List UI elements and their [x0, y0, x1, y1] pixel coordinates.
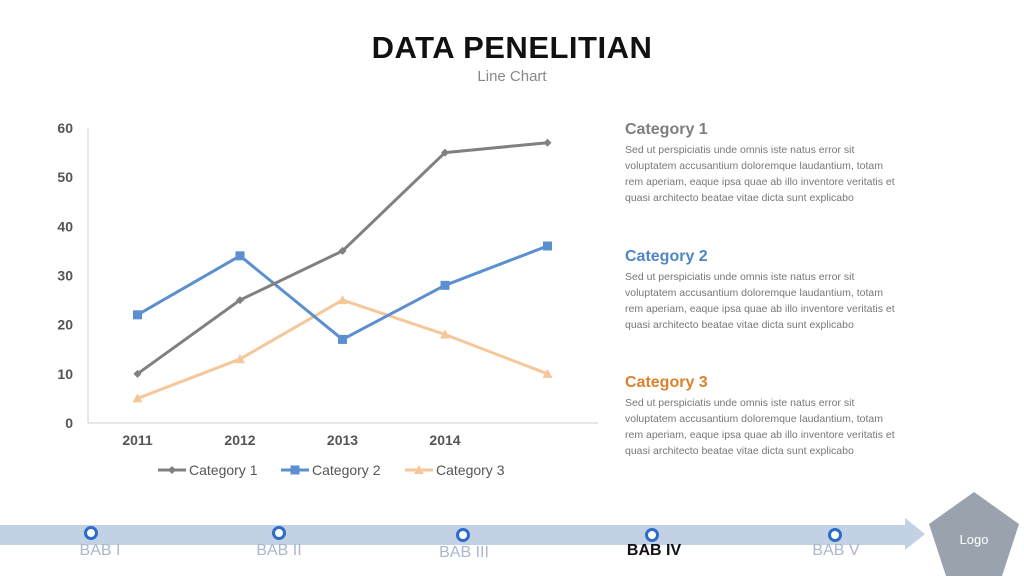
description-title: Category 1 [625, 121, 708, 138]
data-point-diamond [236, 296, 244, 305]
data-point-triangle [440, 329, 450, 339]
data-point-triangle [414, 465, 424, 474]
series-1 [133, 138, 552, 378]
timeline-label-bab-3[interactable]: BAB III [439, 544, 489, 561]
y-tick-label: 10 [57, 366, 73, 382]
page-subtitle: Line Chart [477, 68, 547, 85]
legend-label: Category 1 [189, 462, 258, 478]
legend-label: Category 2 [312, 462, 381, 478]
line-chart: 0 10 20 30 40 50 60 2011 2012 2013 2014 Category 1… [57, 120, 598, 478]
data-point-square [290, 465, 300, 475]
data-point-triangle [235, 354, 245, 364]
timeline-arrow-icon [905, 518, 925, 550]
legend-item-2: Category 2 [281, 462, 381, 478]
pentagon-logo-icon [929, 492, 1019, 576]
description-category-1: Category 1 Sed ut perspiciatis unde omni… [625, 121, 895, 206]
logo: Logo [928, 492, 1020, 576]
page-title: DATA PENELITIAN [371, 30, 653, 65]
x-tick-label: 2013 [327, 432, 358, 448]
y-tick-label: 0 [65, 415, 73, 431]
x-tick-label: 2012 [224, 432, 255, 448]
series-line [136, 298, 549, 400]
timeline-label-bab-4[interactable]: BAB IV [626, 542, 682, 559]
description-category-3: Category 3 Sed ut perspiciatis unde omni… [625, 374, 895, 459]
data-point-triangle [337, 295, 348, 305]
x-tick-label: 2014 [429, 432, 460, 448]
data-point-square [338, 334, 347, 344]
data-point-triangle [542, 368, 553, 378]
chart-series [132, 138, 553, 403]
timeline-label-bab-1[interactable]: BAB I [79, 542, 121, 559]
description-category-2: Category 2 Sed ut perspiciatis unde omni… [625, 248, 895, 333]
data-point-diamond [338, 246, 347, 255]
chart-legend: Category 1 Category 2 Category 3 [158, 462, 505, 478]
data-point-square [440, 280, 450, 290]
legend-item-1: Category 1 [158, 462, 258, 478]
data-point-triangle [132, 393, 143, 403]
timeline-label-bab-5[interactable]: BAB V [812, 542, 860, 559]
data-point-diamond [168, 466, 176, 474]
description-title: Category 3 [625, 374, 708, 391]
data-point-diamond [441, 148, 449, 157]
timeline-label-bab-2[interactable]: BAB II [256, 542, 302, 559]
timeline-node-4[interactable] [645, 528, 659, 542]
timeline-node-5[interactable] [828, 528, 842, 542]
data-point-square [133, 310, 142, 320]
x-tick-label: 2011 [122, 432, 153, 448]
timeline-node-3[interactable] [456, 528, 470, 542]
chart-axes: 0 10 20 30 40 50 60 2011 2012 2013 2014 [57, 120, 598, 448]
series-3 [132, 295, 553, 403]
description-title: Category 2 [625, 248, 708, 265]
description-text: Sed ut perspiciatis unde omnis iste natu… [625, 271, 895, 331]
series-line [136, 244, 549, 341]
y-tick-label: 60 [57, 120, 73, 136]
description-text: Sed ut perspiciatis unde omnis iste natu… [625, 144, 895, 204]
timeline-bar [0, 525, 905, 545]
y-tick-label: 40 [57, 218, 73, 234]
y-tick-label: 50 [57, 169, 73, 185]
y-tick-label: 20 [57, 317, 73, 333]
legend-item-3: Category 3 [405, 462, 505, 478]
data-point-diamond [543, 138, 552, 147]
logo-label: Logo [959, 532, 989, 547]
timeline-node-2[interactable] [272, 526, 286, 540]
y-tick-label: 30 [57, 268, 73, 284]
data-point-square [235, 251, 245, 261]
legend-label: Category 3 [436, 462, 505, 478]
description-text: Sed ut perspiciatis unde omnis iste natu… [625, 397, 895, 457]
series-2 [133, 241, 552, 344]
timeline-node-1[interactable] [84, 526, 98, 540]
data-point-diamond [133, 369, 142, 378]
data-point-square [543, 241, 552, 251]
